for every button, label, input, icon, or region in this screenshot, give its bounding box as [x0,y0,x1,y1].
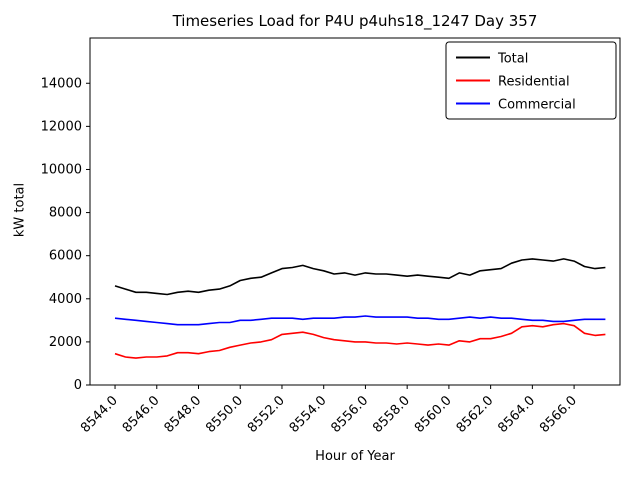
x-tick-label: 8552.0 [245,393,288,436]
y-tick-label: 12000 [41,119,82,134]
y-tick-label: 6000 [49,249,82,264]
x-tick-label: 8544.0 [78,393,121,436]
y-tick-label: 8000 [49,206,82,221]
legend-label-residential: Residential [498,75,570,90]
x-tick-label: 8546.0 [120,393,163,436]
x-tick-label: 8566.0 [537,393,580,436]
legend-box [445,41,617,120]
y-tick-label: 4000 [49,292,82,307]
legend-label-total: Total [497,52,528,67]
chart-title: Timeseries Load for P4U p4uhs18_1247 Day… [172,12,538,30]
legend: Total Residential Commercial [445,41,617,120]
y-tick-label: 10000 [41,162,82,177]
x-tick-label: 8554.0 [287,393,330,436]
axes-frame [89,37,621,386]
y-tick-label: 0 [74,378,82,393]
x-tick-label: 8558.0 [370,393,413,436]
series-line-total [114,258,606,296]
series-line-residential [114,322,606,359]
series-line-commercial [114,315,606,326]
x-tick-label: 8556.0 [328,393,371,436]
x-tick-label: 8560.0 [412,393,455,436]
x-tick-label: 8550.0 [203,393,246,436]
x-tick-label: 8564.0 [495,393,538,436]
x-axis-label: Hour of Year [315,449,395,464]
y-tick-label: 14000 [41,76,82,91]
x-tick-label: 8548.0 [162,393,205,436]
legend-label-commercial: Commercial [498,98,576,113]
x-tick-label: 8562.0 [454,393,497,436]
y-tick-label: 2000 [49,335,82,350]
